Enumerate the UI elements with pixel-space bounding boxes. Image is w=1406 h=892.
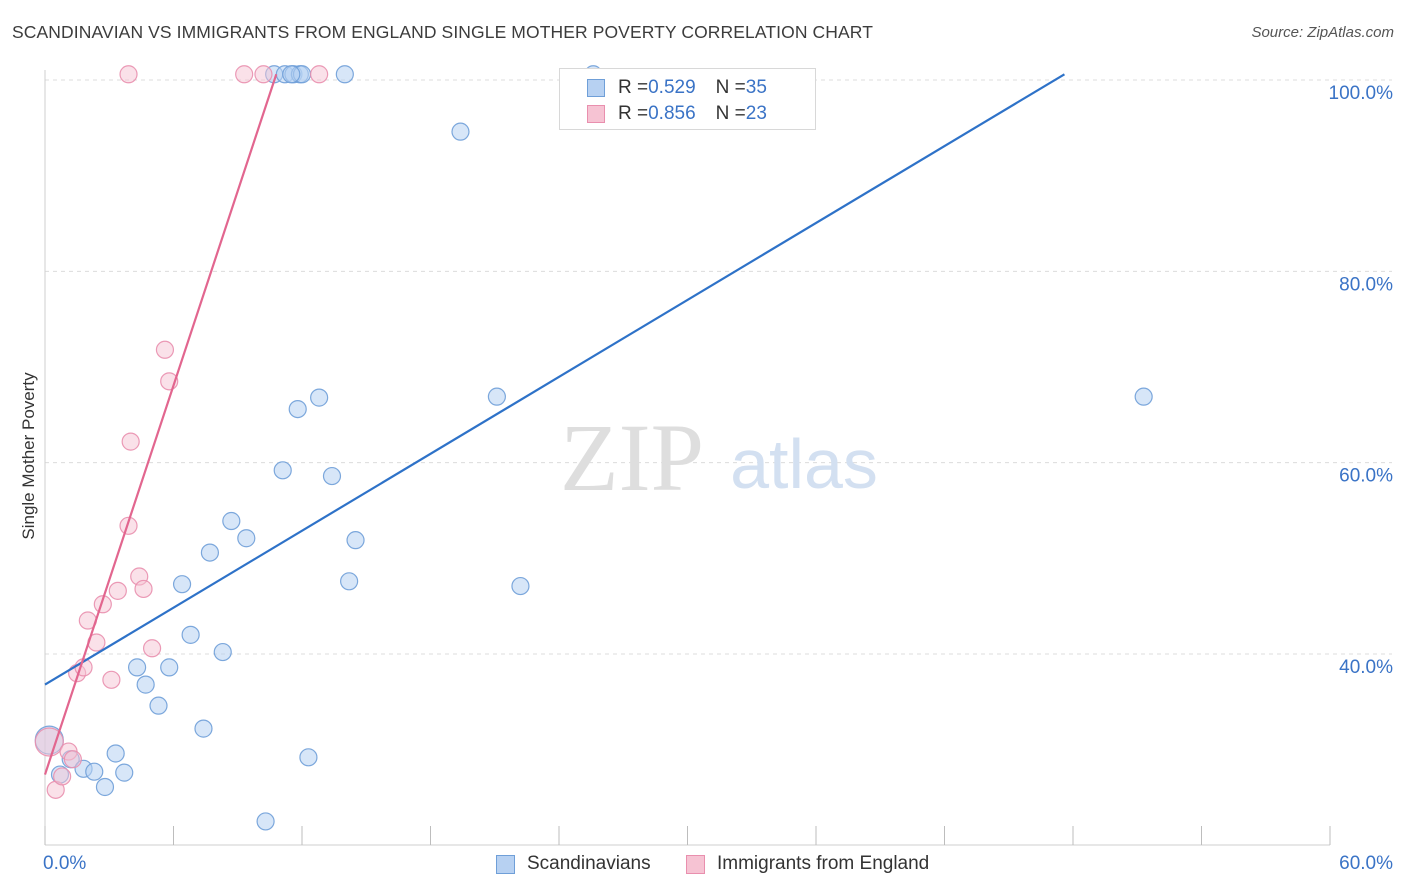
data-point <box>222 511 241 531</box>
legend-r-value: 0.856 <box>648 103 696 124</box>
data-point <box>53 767 72 786</box>
legend-item-england[interactable]: Immigrants from England <box>686 850 929 878</box>
x-tick-label: 60.0% <box>1339 853 1393 874</box>
data-point <box>142 639 162 658</box>
data-point <box>1134 387 1153 406</box>
legend-swatch-blue <box>496 854 515 874</box>
data-point <box>340 572 359 591</box>
data-point <box>288 399 307 419</box>
data-point <box>194 719 213 738</box>
watermark-atlas: atlas <box>730 425 878 503</box>
data-point <box>119 516 138 535</box>
correlation-legend: R = 0.529 N = 35 R = 0.856 N = 23 <box>559 68 816 130</box>
data-point <box>299 748 318 767</box>
chart-title: SCANDINAVIAN VS IMMIGRANTS FROM ENGLAND … <box>12 22 873 42</box>
legend-n-value: 23 <box>745 103 767 124</box>
y-tick-label: 100.0% <box>1329 83 1394 104</box>
legend-row-scandinavians: R = 0.529 N = 35 <box>587 76 767 100</box>
data-point <box>106 744 125 763</box>
data-point <box>121 432 140 451</box>
y-tick-label: 80.0% <box>1339 274 1393 295</box>
data-point <box>95 777 115 797</box>
data-point <box>273 461 292 480</box>
legend-r-label: R = <box>618 103 649 124</box>
data-point <box>335 65 354 84</box>
data-point <box>119 65 138 84</box>
legend-label-scandinavians: Scandinavians <box>527 853 651 874</box>
data-point <box>127 658 147 677</box>
data-point <box>322 466 342 486</box>
data-point <box>149 696 168 715</box>
data-point <box>487 387 506 406</box>
x-tick-label: 0.0% <box>43 853 86 874</box>
data-point <box>254 65 273 84</box>
watermark-zip: ZIP <box>560 404 704 511</box>
tick-labels: 40.0% 60.0% 80.0% 100.0% 0.0% 60.0% <box>43 83 1393 874</box>
legend-label-england: Immigrants from England <box>717 853 930 874</box>
data-point <box>237 529 256 548</box>
data-point <box>310 65 329 84</box>
legend-swatch-pink <box>587 105 605 123</box>
data-point <box>93 595 112 614</box>
data-point <box>85 762 104 781</box>
data-point <box>200 543 220 562</box>
data-point <box>155 340 175 359</box>
data-point <box>108 581 127 600</box>
data-point <box>346 531 365 550</box>
data-point <box>256 812 275 831</box>
data-point <box>160 658 179 677</box>
watermark: ZIP atlas <box>560 404 878 511</box>
y-tick-label: 40.0% <box>1339 657 1393 678</box>
legend-item-scandinavians[interactable]: Scandinavians <box>496 850 651 878</box>
legend-n-value: 35 <box>745 77 767 98</box>
data-point <box>451 122 470 141</box>
data-point <box>102 670 121 689</box>
data-point <box>181 625 200 644</box>
y-tick-label: 60.0% <box>1339 466 1393 487</box>
data-point <box>172 575 192 594</box>
legend-swatch-pink <box>686 854 705 874</box>
data-point <box>310 388 329 407</box>
data-points <box>34 65 1153 831</box>
legend-n-label: N = <box>715 103 746 124</box>
legend-row-england: R = 0.856 N = 23 <box>587 102 767 126</box>
legend-swatch-blue <box>587 79 605 97</box>
data-point <box>115 763 134 782</box>
data-point <box>34 727 64 757</box>
trend-lines <box>43 73 1065 775</box>
data-point <box>282 65 301 84</box>
series-england <box>34 65 329 799</box>
trend-line-scandinavians <box>44 73 1065 686</box>
legend-r-value: 0.529 <box>648 77 696 98</box>
data-point <box>63 750 82 769</box>
data-point <box>136 675 155 694</box>
source-credit: Source: ZipAtlas.com <box>1251 24 1394 41</box>
axes <box>44 70 1331 846</box>
data-point <box>134 579 153 599</box>
data-point <box>235 65 254 84</box>
legend-r-label: R = <box>618 77 649 98</box>
data-point <box>511 576 530 596</box>
trend-line-england <box>43 73 278 775</box>
data-point <box>213 642 232 662</box>
series-legend: Scandinavians Immigrants from England <box>0 850 1406 878</box>
legend-n-label: N = <box>715 77 746 98</box>
